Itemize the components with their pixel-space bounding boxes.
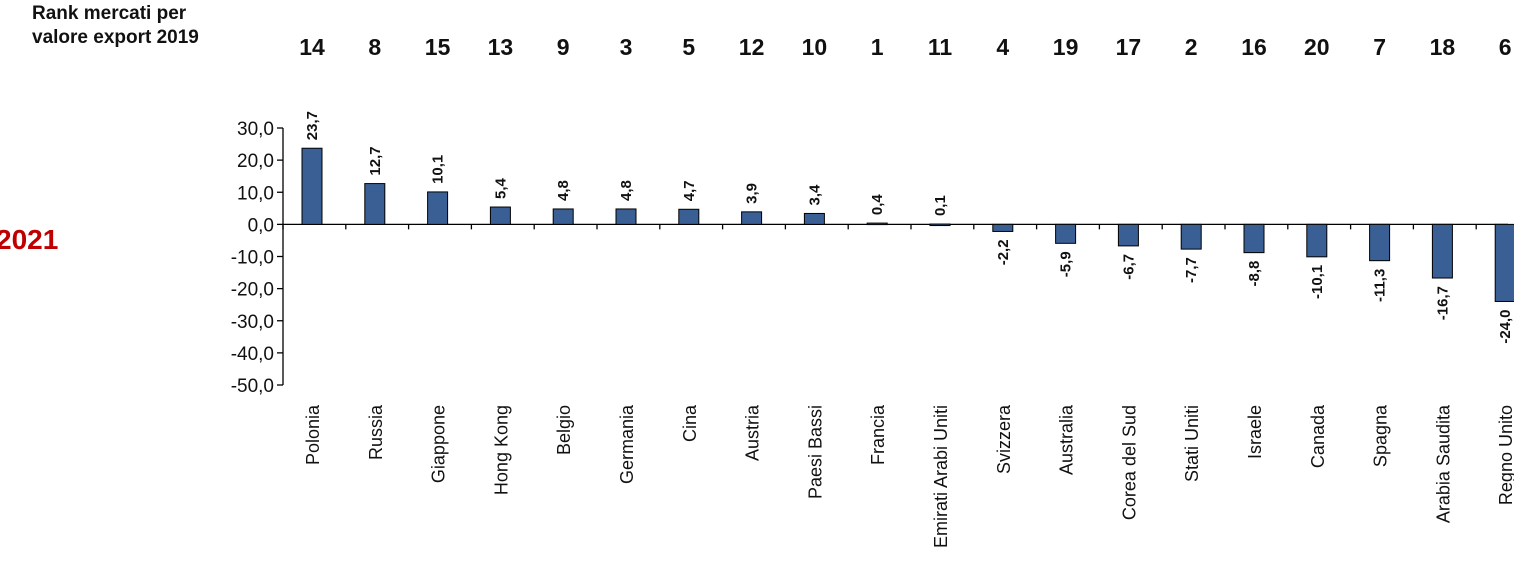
rank-header: Rank mercati per valore export 2019 — [32, 2, 199, 50]
category-label: Germania — [617, 404, 637, 484]
y-tick-label: -20,0 — [231, 280, 274, 301]
value-label: -11,3 — [1372, 269, 1389, 302]
bar — [1431, 223, 1453, 279]
rank-number: 6 — [1499, 34, 1512, 60]
bar — [427, 191, 449, 225]
category-label: Corea del Sud — [1119, 405, 1139, 520]
bar — [615, 208, 637, 225]
value-label: 4,7 — [681, 180, 698, 201]
bar — [929, 223, 951, 227]
rank-number: 7 — [1373, 34, 1386, 60]
rank-header-line1: Rank mercati per — [32, 3, 187, 24]
value-label: 3,9 — [744, 183, 761, 204]
bar — [992, 223, 1014, 232]
rank-number: 5 — [682, 34, 695, 60]
category-label: Belgio — [554, 405, 574, 455]
category-label: Svizzera — [994, 404, 1014, 474]
category-label: Paesi Bassi — [805, 405, 825, 499]
rank-number: 8 — [368, 34, 381, 60]
category-label: Regno Unito — [1496, 405, 1514, 505]
y-tick-label: -10,0 — [231, 248, 274, 269]
value-label: 0,4 — [869, 194, 886, 216]
category-label: Polonia — [303, 404, 323, 465]
value-label: 10,1 — [430, 155, 447, 184]
value-label: -8,8 — [1246, 261, 1263, 287]
y-tick-label: 0,0 — [248, 215, 274, 236]
bar — [1494, 223, 1514, 302]
rank-number: 15 — [425, 34, 451, 60]
y-tick-label: 20,0 — [237, 151, 274, 172]
bar — [552, 208, 574, 225]
value-label: 4,8 — [618, 180, 635, 201]
value-label: 23,7 — [304, 111, 321, 140]
bar — [364, 183, 386, 225]
value-label: 0,1 — [932, 195, 949, 216]
rank-number: 12 — [739, 34, 765, 60]
category-label: Arabia Saudita — [1433, 404, 1453, 523]
y-tick-label: -40,0 — [231, 344, 274, 365]
bar — [866, 222, 888, 226]
category-label: Cina — [680, 404, 700, 442]
rank-number: 16 — [1241, 34, 1267, 60]
value-label: -24,0 — [1497, 309, 1514, 343]
rank-number: 4 — [996, 34, 1009, 60]
category-label: Emirati Arabi Uniti — [931, 405, 951, 548]
bar — [1243, 223, 1265, 254]
category-label: Giappone — [429, 405, 449, 483]
value-label: -7,7 — [1183, 257, 1200, 283]
value-label: 12,7 — [367, 146, 384, 175]
bar — [1117, 223, 1139, 247]
rank-number: 19 — [1053, 34, 1079, 60]
value-label: -10,1 — [1309, 265, 1326, 299]
rank-number: 17 — [1116, 34, 1142, 60]
bar — [678, 208, 700, 225]
category-label: Austria — [743, 404, 763, 461]
category-label: Israele — [1245, 405, 1265, 459]
y-tick-label: 30,0 — [237, 119, 274, 140]
bar — [1055, 223, 1077, 244]
rank-number: 13 — [488, 34, 514, 60]
rank-number: 11 — [928, 34, 953, 60]
rank-number: 20 — [1304, 34, 1330, 60]
rank-number: 14 — [299, 34, 325, 60]
rank-number: 9 — [557, 34, 570, 60]
category-label: Australia — [1057, 404, 1077, 475]
category-label: Russia — [366, 404, 386, 460]
rank-number: 3 — [620, 34, 633, 60]
category-label: Hong Kong — [491, 405, 511, 495]
bar — [1306, 223, 1328, 258]
y-tick-label: -50,0 — [231, 376, 274, 397]
rank-number: 2 — [1185, 34, 1198, 60]
y-tick-label: 10,0 — [237, 183, 274, 204]
year-label: 2021 — [0, 224, 59, 255]
value-label: -6,7 — [1120, 254, 1137, 280]
value-label: 4,8 — [555, 180, 572, 201]
bar — [489, 206, 511, 225]
value-label: -2,2 — [995, 239, 1012, 265]
category-label: Canada — [1308, 404, 1328, 468]
bar — [1369, 223, 1391, 262]
bar — [741, 211, 763, 225]
rank-number: 10 — [802, 34, 828, 60]
category-label: Francia — [868, 404, 888, 465]
bar — [1180, 223, 1202, 250]
rank-header-line2: valore export 2019 — [32, 27, 199, 48]
y-tick-label: -30,0 — [231, 312, 274, 333]
bar — [301, 147, 323, 225]
category-label: Stati Uniti — [1182, 405, 1202, 482]
category-label: Spagna — [1371, 404, 1391, 467]
value-label: 5,4 — [492, 178, 509, 200]
bar — [803, 212, 825, 225]
value-label: 3,4 — [806, 184, 823, 206]
rank-number: 1 — [871, 34, 884, 60]
value-label: -16,7 — [1434, 286, 1451, 320]
value-label: -5,9 — [1058, 251, 1075, 277]
rank-number: 18 — [1430, 34, 1456, 60]
